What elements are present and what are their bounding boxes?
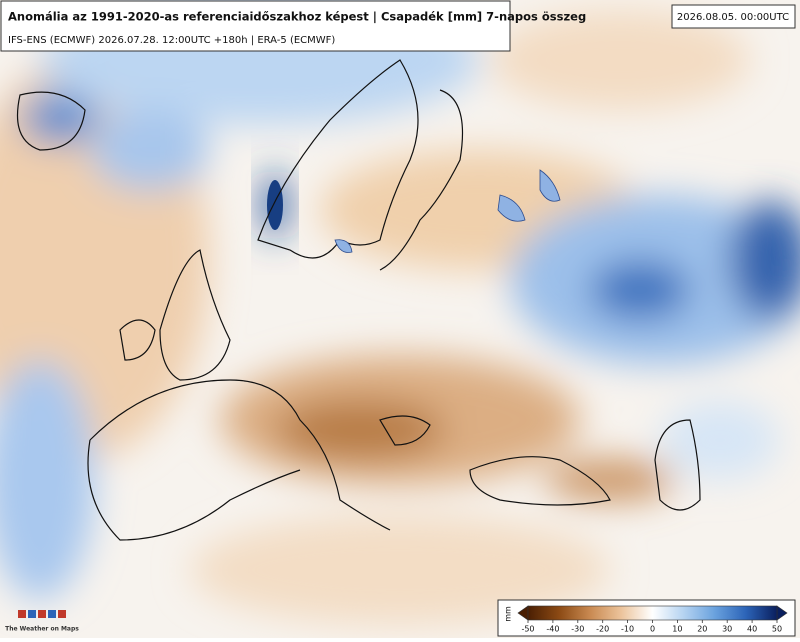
colorbar-unit: mm <box>504 606 513 622</box>
colorbar-gradient <box>527 605 778 621</box>
valid-time: 2026.08.05. 00:00UTC <box>677 12 789 23</box>
colorbar-tick-label: 40 <box>747 625 757 634</box>
colorbar-tick-label: -50 <box>521 625 534 634</box>
colorbar-tick-label: 10 <box>672 625 682 634</box>
colorbar-tick-label: -30 <box>571 625 584 634</box>
map-subtitle: IFS-ENS (ECMWF) 2026.07.28. 12:00UTC +18… <box>8 35 335 46</box>
map-title: Anomália az 1991-2020-as referenciaidősz… <box>8 10 586 24</box>
colorbar-tick-label: 20 <box>697 625 707 634</box>
colorbar-tick-label: 30 <box>722 625 732 634</box>
colorbar-tick-label: 0 <box>650 625 655 634</box>
logo: The Weather on Maps <box>5 610 79 633</box>
valid-time-box: 2026.08.05. 00:00UTC <box>671 4 796 29</box>
title-box: Anomália az 1991-2020-as referenciaidősz… <box>0 0 586 52</box>
colorbar-tick-label: -10 <box>621 625 634 634</box>
logo-text: The Weather on Maps <box>5 626 79 633</box>
colorbar-tick-label: -20 <box>596 625 609 634</box>
colorbar: mm -50 -40 -30 -20 -10 0 10 20 30 40 50 <box>497 599 796 637</box>
colorbar-tick-label: -40 <box>546 625 559 634</box>
colorbar-tick-label: 50 <box>772 625 782 634</box>
